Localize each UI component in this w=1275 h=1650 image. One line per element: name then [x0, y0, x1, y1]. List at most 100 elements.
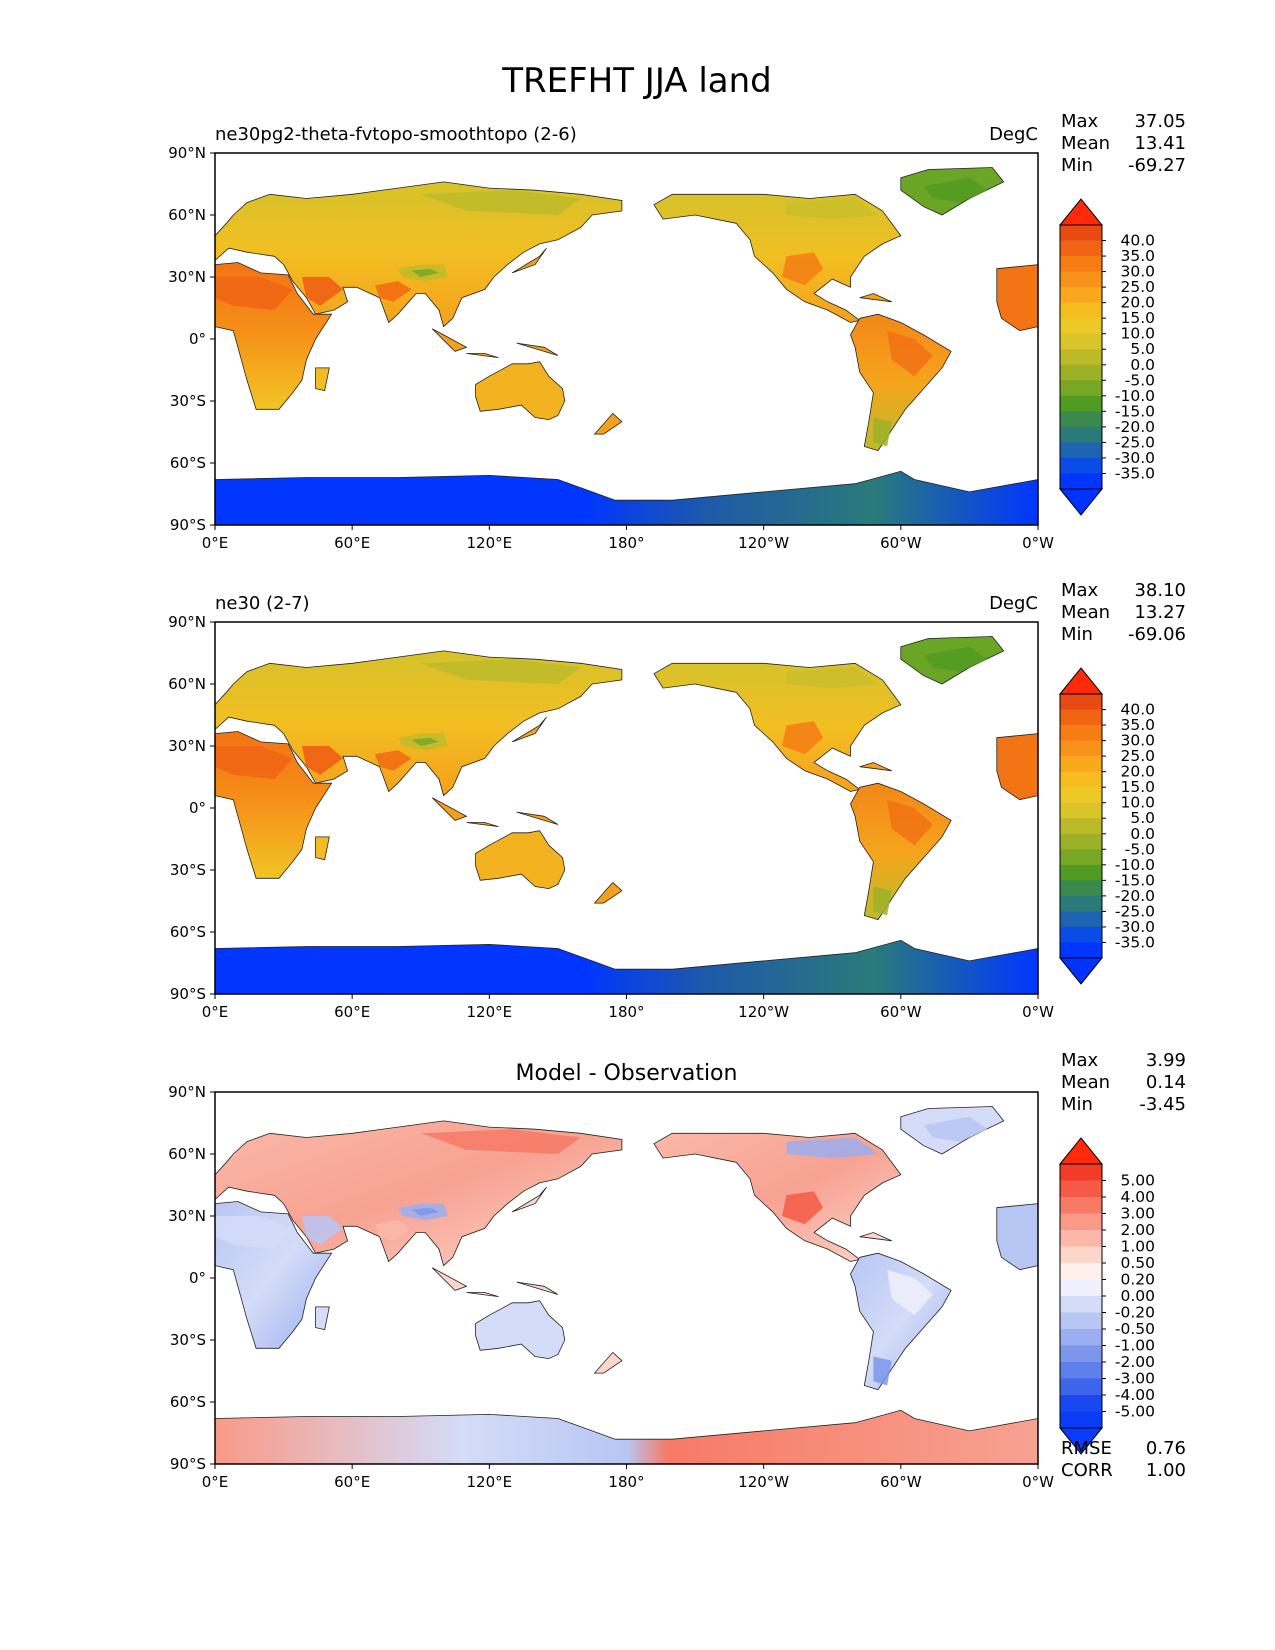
island-5: [859, 293, 892, 303]
y-tick-label: 30°N: [168, 737, 206, 755]
landmass-madagascar: [315, 367, 330, 392]
colorbar-segment: [1060, 725, 1102, 742]
panel-title-left: ne30 (2-7): [215, 593, 310, 614]
y-tick-label: 30°S: [170, 861, 206, 879]
landmass-antarctica: [215, 470, 1038, 525]
contour-region-arabia-hot: [301, 1216, 343, 1245]
island-4: [593, 881, 623, 904]
y-tick-label: 60°N: [168, 1145, 206, 1163]
stat-value: 38.10: [1134, 580, 1186, 601]
land-fill: [215, 1106, 1038, 1464]
contour-region-namer-hot: [782, 1191, 824, 1225]
island-1: [431, 328, 468, 352]
contour-region-tibet-inner: [411, 268, 439, 277]
contour-region-india-hot: [375, 750, 412, 771]
units-label: DegC: [989, 593, 1038, 614]
y-tick-label: 60°S: [170, 1393, 206, 1411]
colorbar-extend-max: [1058, 1137, 1104, 1165]
colorbar-segment: [1060, 442, 1102, 459]
y-tick-label: 0°: [189, 1269, 206, 1287]
colorbar-segment: [1060, 1395, 1102, 1412]
colorbar-label: -30.0: [1115, 918, 1155, 936]
colorbar-segment: [1060, 380, 1102, 397]
colorbar-label: -20.0: [1115, 887, 1155, 905]
colorbar-label: 0.20: [1120, 1271, 1155, 1289]
colorbar-label: 35.0: [1120, 716, 1155, 734]
colorbar: 5.004.003.002.001.000.500.200.00-0.20-0.…: [1058, 1137, 1155, 1455]
contour-region-namer-hot: [782, 721, 824, 755]
x-tick-label: 120°E: [467, 1473, 513, 1491]
stat-label: Min: [1061, 1094, 1093, 1115]
colorbar-label: 0.50: [1120, 1254, 1155, 1272]
stat-label: Max: [1061, 111, 1099, 132]
colorbar-segment: [1060, 694, 1102, 711]
colorbar-segment: [1060, 1263, 1102, 1280]
colorbar-segment: [1060, 911, 1102, 928]
x-tick-label: 0°W: [1022, 1473, 1054, 1491]
y-tick-label: 90°S: [170, 1455, 206, 1473]
landmass-antarctica: [215, 1409, 1038, 1464]
contour-region-patagonia-cool: [873, 417, 892, 447]
map-panel-1: 0°E 60°E 120°E 180° 120°W 60°W 0°W 90°N 60°N 30°N…: [168, 111, 1186, 552]
y-tick-label: 0°: [189, 330, 206, 348]
colorbar-segment: [1060, 426, 1102, 443]
colorbar-label: -0.20: [1115, 1304, 1155, 1322]
x-tick-label: 60°W: [880, 534, 922, 552]
colorbar-segment: [1060, 1230, 1102, 1247]
y-tick-label: 90°N: [168, 613, 206, 631]
contour-region-greenland-cool: [923, 646, 988, 672]
stat-label: Mean: [1061, 1072, 1110, 1093]
colorbar-segment: [1060, 1197, 1102, 1214]
y-tick-label: 60°N: [168, 675, 206, 693]
colorbar-label: 35.0: [1120, 247, 1155, 265]
island-3: [516, 1281, 559, 1295]
stat-value: 13.27: [1134, 602, 1186, 623]
colorbar-label: -1.00: [1115, 1337, 1155, 1355]
colorbar-label: -35.0: [1115, 933, 1155, 951]
colorbar-segment: [1060, 880, 1102, 897]
colorbar-segment: [1060, 849, 1102, 866]
colorbar-label: -0.50: [1115, 1320, 1155, 1338]
island-4: [593, 412, 623, 435]
island-3: [516, 342, 559, 356]
y-tick-label: 30°S: [170, 1331, 206, 1349]
colorbar-label: 5.00: [1120, 1172, 1155, 1190]
contour-region-canada-cool: [786, 667, 878, 689]
x-tick-label: 0°W: [1022, 534, 1054, 552]
map-panel-2: 0°E 60°E 120°E 180° 120°W 60°W 0°W 90°N 60°N 30°N…: [168, 580, 1186, 1021]
colorbar-label: -20.0: [1115, 418, 1155, 436]
contour-region-sam-hot: [887, 330, 933, 377]
landmass-namerica: [653, 193, 902, 323]
colorbar-segment: [1060, 1329, 1102, 1346]
colorbar-label: 15.0: [1120, 778, 1155, 796]
colorbar-segment: [1060, 787, 1102, 804]
colorbar-label: 20.0: [1120, 763, 1155, 781]
rmse-label: RMSE: [1061, 1438, 1112, 1459]
contour-region-tibet-inner: [411, 737, 439, 746]
landmass-australia: [475, 1300, 566, 1360]
x-tick-label: 0°E: [202, 1003, 229, 1021]
land-fill: [215, 636, 1038, 994]
x-tick-label: 120°W: [738, 534, 789, 552]
colorbar-label: -15.0: [1115, 871, 1155, 889]
x-tick-label: 120°W: [738, 1473, 789, 1491]
colorbar-label: 4.00: [1120, 1188, 1155, 1206]
colorbar-segment: [1060, 411, 1102, 428]
colorbar-segment: [1060, 1345, 1102, 1363]
contour-region-sahara-hot: [215, 1216, 293, 1250]
x-tick-label: 60°E: [334, 1473, 370, 1491]
colorbar-frame: [1059, 224, 1103, 490]
colorbar-label: -30.0: [1115, 449, 1155, 467]
colorbar-label: -2.00: [1115, 1353, 1155, 1371]
colorbar-segment: [1060, 473, 1102, 490]
y-tick-label: 90°N: [168, 144, 206, 162]
colorbar-segment: [1060, 1279, 1102, 1297]
colorbar-segment: [1060, 942, 1102, 959]
landmass-samerica: [850, 313, 952, 452]
landmass-antarctica: [215, 939, 1038, 994]
x-tick-label: 120°W: [738, 1003, 789, 1021]
colorbar-label: -25.0: [1115, 433, 1155, 451]
y-tick-label: 90°S: [170, 985, 206, 1003]
contour-region-canada-cool: [786, 198, 878, 220]
